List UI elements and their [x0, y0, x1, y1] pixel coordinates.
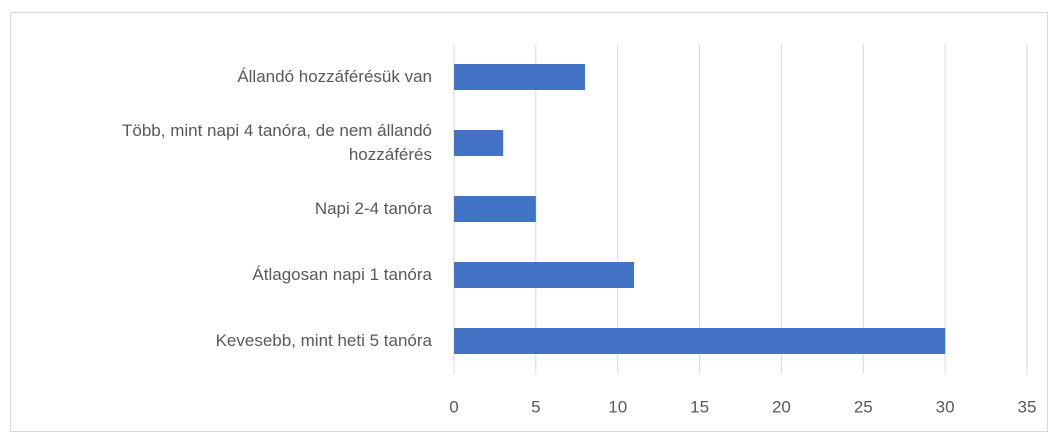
y-tick-label: Napi 2-4 tanóra [314, 199, 432, 218]
x-tick-label: 5 [531, 397, 540, 416]
x-tick-label: 35 [1018, 397, 1037, 416]
y-tick-label: Állandó hozzáférésük van [237, 67, 432, 86]
x-tick-label: 10 [608, 397, 627, 416]
y-tick-label: Több, mint napi 4 tanóra, de nem állandó… [122, 121, 432, 164]
x-tick-label: 0 [449, 397, 458, 416]
y-tick-label: Átlagosan napi 1 tanóra [252, 265, 432, 284]
bar [454, 262, 635, 288]
bar [454, 328, 946, 354]
bar [454, 64, 585, 90]
bar [454, 130, 504, 156]
bar [454, 196, 536, 222]
x-tick-label: 20 [772, 397, 791, 416]
x-tick-label: 25 [854, 397, 873, 416]
y-tick-label: Kevesebb, mint heti 5 tanóra [215, 331, 432, 350]
x-tick-label: 30 [936, 397, 955, 416]
x-tick-label: 15 [690, 397, 709, 416]
